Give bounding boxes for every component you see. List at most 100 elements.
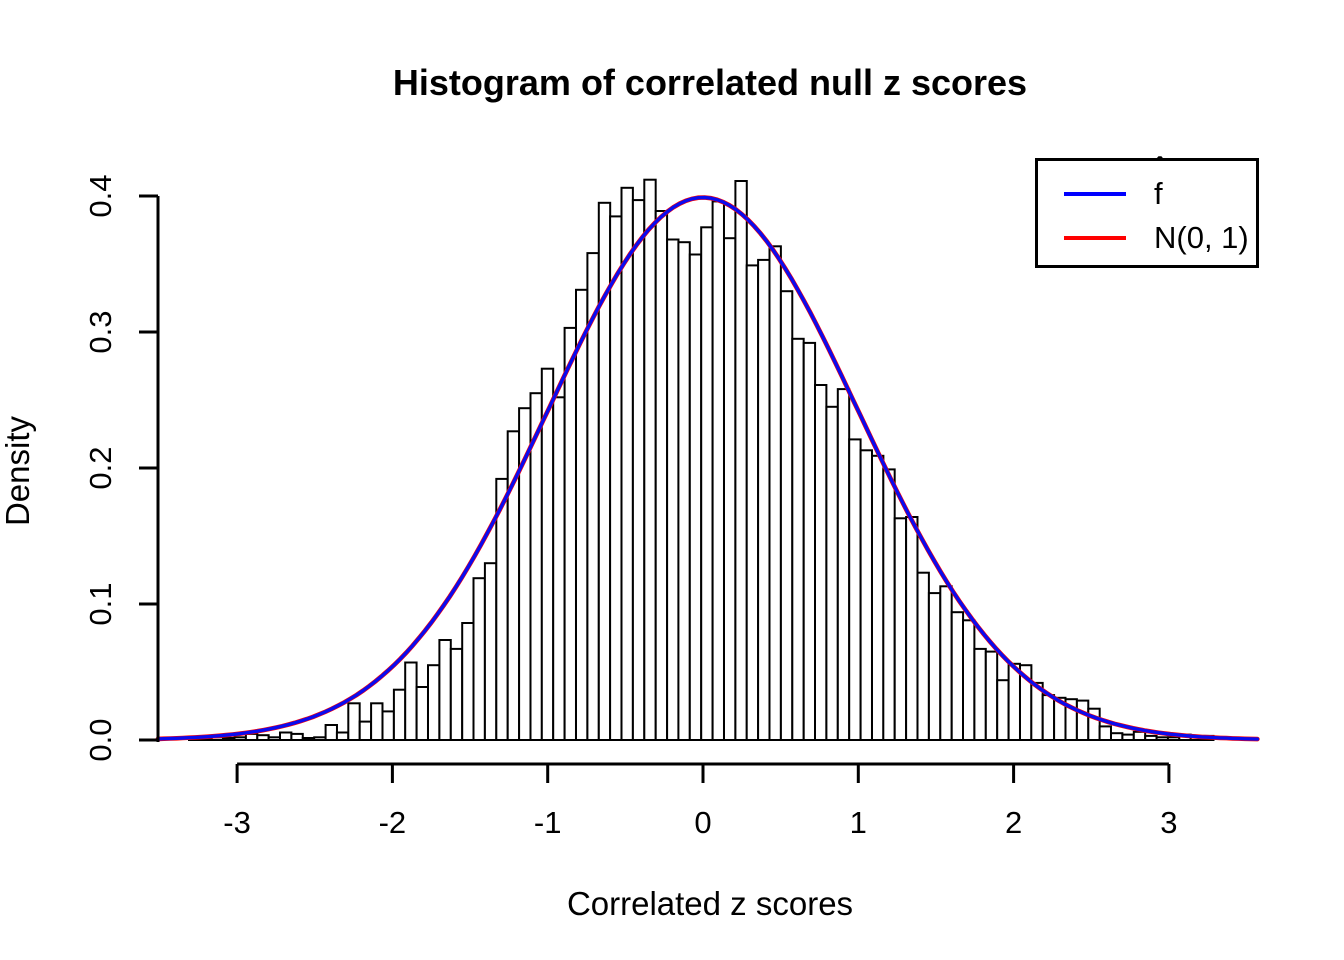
y-tick-label: 0.3 <box>83 310 118 353</box>
histogram-bar <box>700 226 714 742</box>
x-tick-label: 1 <box>850 805 867 840</box>
histogram-bar <box>973 647 987 742</box>
histogram-bar <box>962 619 976 741</box>
histogram-bar <box>279 731 293 741</box>
histogram-bar <box>233 736 247 741</box>
histogram-bar <box>1041 694 1056 741</box>
y-axis-label: Density <box>0 415 36 527</box>
histogram-bar <box>666 238 680 741</box>
legend-fhat-line-swatch <box>1064 192 1126 196</box>
histogram-bar <box>370 702 384 741</box>
histogram-bar <box>768 245 782 742</box>
x-axis-label: Correlated z scores <box>566 885 854 922</box>
histogram-bar <box>893 517 908 741</box>
histogram-bar <box>404 661 418 741</box>
histogram-bar <box>575 288 589 741</box>
x-tick-label: 3 <box>1160 805 1177 840</box>
histogram-bar <box>449 647 464 742</box>
histogram-bar <box>267 736 281 741</box>
histogram-bar <box>438 639 452 741</box>
histogram-bar <box>597 201 612 742</box>
histogram-bar <box>1110 732 1124 742</box>
histogram-bar <box>825 405 839 741</box>
histogram-bar <box>711 200 725 741</box>
histogram-bar <box>791 337 805 741</box>
histogram-bar <box>552 396 566 741</box>
histogram-bar <box>996 679 1010 742</box>
legend-normal-label: N(0, 1) <box>1154 220 1249 256</box>
histogram-bar <box>745 264 760 741</box>
histogram-bar <box>723 237 737 741</box>
legend-item-normal: N(0, 1) <box>1038 219 1256 257</box>
histogram-bar <box>836 388 851 741</box>
histogram-bar <box>631 199 646 742</box>
histogram-bar <box>871 454 885 741</box>
x-tick-label: 0 <box>694 805 711 840</box>
legend-normal-base: N(0, 1) <box>1154 220 1249 255</box>
y-tick-label: 0.0 <box>83 718 118 761</box>
legend-item-fhat: f ˆ <box>1038 152 1256 213</box>
legend-box: f ˆ N(0, 1) <box>1035 152 1259 268</box>
histogram-bar <box>757 258 771 741</box>
histogram-bar <box>688 253 703 741</box>
histogram-bar <box>1121 733 1135 741</box>
histogram-bar <box>472 577 486 742</box>
histogram-bar <box>347 702 361 741</box>
histogram-bar <box>483 562 498 742</box>
histogram-bar <box>392 688 407 742</box>
histogram-bar <box>358 720 373 741</box>
histogram-bar <box>563 326 577 741</box>
histogram-bar <box>301 737 316 741</box>
legend-fhat-hat-accent: ˆ <box>1155 152 1165 185</box>
chart-title: Histogram of correlated null z scores <box>392 62 1028 103</box>
x-tick-label: -3 <box>223 805 251 840</box>
histogram-bar <box>950 611 965 742</box>
histogram-bar <box>779 290 794 741</box>
histogram-bar <box>939 585 953 741</box>
histogram-bar <box>620 186 634 742</box>
histogram-bar <box>643 178 657 741</box>
histogram-bar <box>882 468 896 741</box>
y-tick-label: 0.1 <box>83 582 118 625</box>
legend-fhat-base: f <box>1154 176 1163 211</box>
histogram-bar <box>324 724 338 741</box>
histogram-bar <box>290 732 304 742</box>
histogram-bar <box>427 664 441 742</box>
histogram-bar <box>802 341 817 741</box>
y-tick-label: 0.2 <box>83 446 118 489</box>
histogram-bar <box>916 571 930 742</box>
histogram-bar <box>415 686 429 741</box>
histogram-bar <box>1155 736 1169 741</box>
histogram-bar <box>335 731 350 741</box>
histogram-bar <box>313 736 327 741</box>
histogram-bar <box>905 516 919 741</box>
histogram-bar <box>1166 736 1181 741</box>
histogram-bar <box>734 180 748 741</box>
y-tick-label: 0.4 <box>83 174 118 217</box>
histogram-bar <box>859 449 873 741</box>
x-tick-label: 2 <box>1005 805 1022 840</box>
histogram-bar <box>927 592 942 741</box>
histogram-bar <box>1132 730 1147 741</box>
histogram-bar <box>381 710 395 742</box>
legend-normal-line-swatch <box>1064 236 1126 240</box>
histogram-bar <box>677 241 691 741</box>
fhat-curve <box>156 195 1260 741</box>
histogram-bar <box>1075 699 1090 741</box>
x-tick-label: -2 <box>379 805 407 840</box>
histogram-bar <box>984 650 999 741</box>
histogram-bar <box>1007 662 1021 741</box>
histogram-bar <box>1098 725 1112 742</box>
histogram-bar <box>1087 707 1101 742</box>
histogram-bar <box>461 622 475 741</box>
histogram-bar <box>609 215 623 741</box>
histogram-bar <box>848 438 862 741</box>
x-tick-label: -1 <box>534 805 562 840</box>
histogram-bar <box>654 210 669 741</box>
histogram-bar <box>1144 734 1158 742</box>
legend-fhat-label: f ˆ <box>1154 152 1165 212</box>
histogram-bar <box>256 734 270 742</box>
histogram-bar <box>495 477 509 741</box>
